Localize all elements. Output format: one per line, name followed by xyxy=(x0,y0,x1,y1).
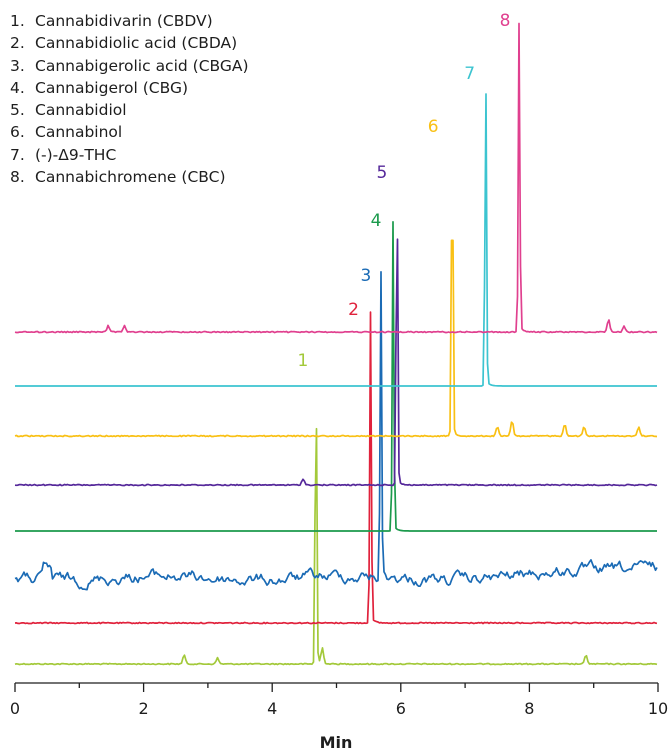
legend-item: 2. Cannabidiolic acid (CBDA) xyxy=(10,32,249,54)
legend-item: 7. (-)-Δ9-THC xyxy=(10,144,249,166)
legend-number: 1. xyxy=(10,12,25,30)
legend-item: 8. Cannabichromene (CBC) xyxy=(10,166,249,188)
x-tick-label: 0 xyxy=(10,699,20,718)
legend-number: 8. xyxy=(10,168,25,187)
trace-line-7 xyxy=(15,93,657,387)
x-axis-label: Min xyxy=(320,733,353,752)
legend-label: Cannabichromene (CBC) xyxy=(35,168,226,187)
legend-item: 6. Cannabinol xyxy=(10,121,249,143)
legend-item: 1. Cannabidivarin (CBDV) xyxy=(10,10,249,32)
peak-label-7: 7 xyxy=(464,64,475,84)
peak-label-1: 1 xyxy=(297,351,308,371)
legend-label: Cannabigerolic acid (CBGA) xyxy=(35,56,249,75)
legend-label: Cannabidiol xyxy=(35,101,127,120)
legend-item: 3. Cannabigerolic acid (CBGA) xyxy=(10,55,249,77)
legend-number: 6. xyxy=(10,123,25,142)
trace-line-1 xyxy=(14,427,658,666)
x-tick-label: 6 xyxy=(396,699,406,718)
legend-label: Cannabidivarin (CBDV) xyxy=(35,12,213,30)
trace-line-8 xyxy=(14,22,658,334)
trace-line-5 xyxy=(14,238,658,487)
peak-label-6: 6 xyxy=(428,117,439,137)
x-tick-label: 10 xyxy=(648,699,668,718)
legend-label: Cannabidiolic acid (CBDA) xyxy=(35,34,238,53)
legend-number: 7. xyxy=(10,145,25,164)
peak-label-4: 4 xyxy=(371,211,382,231)
x-axis: 0 2 4 6 8 10 xyxy=(10,682,668,718)
legend-label: (-)-Δ9-THC xyxy=(35,145,117,164)
trace-line-6 xyxy=(14,239,658,438)
legend-number: 2. xyxy=(10,34,25,53)
legend-label: Cannabinol xyxy=(35,123,123,142)
x-tick-label: 2 xyxy=(139,699,149,718)
legend-number: 5. xyxy=(10,101,25,120)
legend-item: 4. Cannabigerol (CBG) xyxy=(10,77,249,99)
peak-label-2: 2 xyxy=(348,300,359,320)
trace-line-3 xyxy=(14,270,658,591)
peak-label-3: 3 xyxy=(360,266,371,286)
legend-label: Cannabigerol (CBG) xyxy=(35,78,189,97)
trace-layer xyxy=(14,22,658,666)
peak-label-8: 8 xyxy=(500,11,511,31)
x-tick-label: 8 xyxy=(524,699,534,718)
legend-number: 4. xyxy=(10,78,25,97)
legend-number: 3. xyxy=(10,56,25,75)
legend: 1. Cannabidivarin (CBDV) 2. Cannabidiolic … xyxy=(10,10,249,188)
peak-label-5: 5 xyxy=(376,163,387,183)
legend-item: 5. Cannabidiol xyxy=(10,99,249,121)
trace-line-4 xyxy=(15,220,657,532)
x-tick-label: 4 xyxy=(267,699,277,718)
trace-line-2 xyxy=(14,311,658,625)
